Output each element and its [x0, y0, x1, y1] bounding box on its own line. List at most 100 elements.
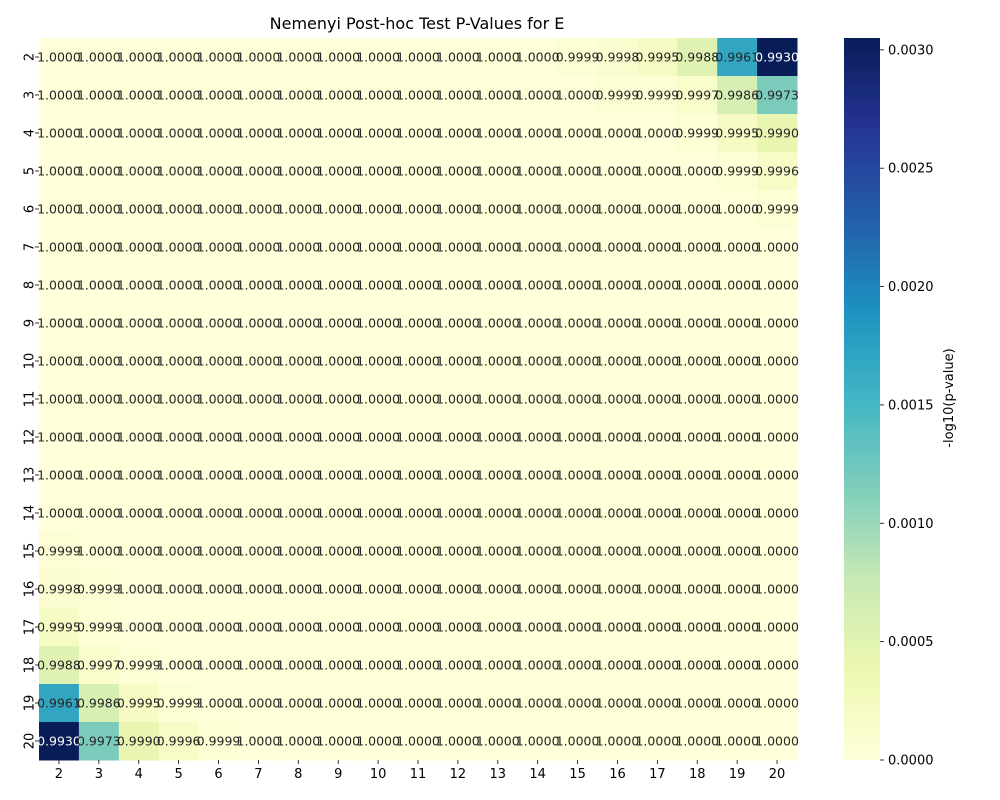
heatmap-cell	[517, 76, 559, 115]
heatmap-cell	[637, 266, 678, 305]
heatmap-cell	[437, 418, 479, 457]
colorbar: 0.0000 0.0005 0.0010 0.0015 0.0020 0.0025 0.00…	[844, 38, 934, 769]
heatmap-cell	[318, 646, 359, 685]
heatmap-cell	[477, 418, 519, 457]
heatmap-cell	[437, 494, 479, 533]
y-tick-label: 10	[23, 353, 38, 370]
heatmap-cell	[637, 722, 678, 761]
heatmap-cell	[398, 646, 439, 685]
heatmap-cell	[39, 380, 80, 419]
heatmap-cell	[717, 608, 758, 647]
heatmap-cell	[158, 380, 200, 419]
heatmap-cell	[677, 152, 718, 191]
cell-value-label: 1.0000	[675, 620, 719, 635]
heatmap-cell	[757, 722, 798, 761]
heatmap-cell	[437, 152, 479, 191]
y-tick-label: 13	[23, 467, 38, 484]
heatmap-cell	[757, 190, 798, 229]
cell-value-label: 1.0000	[117, 202, 161, 217]
heatmap-cell	[198, 608, 239, 647]
heatmap-cell	[557, 722, 599, 761]
heatmap-cell	[278, 114, 319, 153]
cell-value-label: 1.0000	[476, 582, 520, 597]
heatmap-cell	[757, 228, 798, 267]
heatmap-cell	[517, 608, 559, 647]
cell-value-label: 1.0000	[755, 734, 799, 749]
cell-value-label: 1.0000	[715, 354, 759, 369]
heatmap-cell	[238, 684, 279, 723]
heatmap-cell	[597, 76, 638, 115]
cell-value-label: 1.0000	[197, 88, 241, 103]
heatmap-cell	[78, 418, 120, 457]
cell-value-label: 1.0000	[77, 544, 121, 559]
heatmap-cell	[358, 494, 399, 533]
heatmap-cell	[78, 380, 120, 419]
heatmap-cell	[198, 456, 239, 495]
heatmap-cell	[597, 152, 638, 191]
heatmap-cell	[118, 494, 160, 533]
cell-value-label: 1.0000	[117, 544, 161, 559]
x-tick-label: 15	[569, 767, 586, 782]
cell-value-label: 1.0000	[237, 164, 281, 179]
heatmap-cell	[517, 684, 559, 723]
heatmap-cell	[557, 114, 599, 153]
cell-value-label: 1.0000	[596, 506, 640, 521]
heatmap-cell	[358, 380, 399, 419]
heatmap-cell	[358, 76, 399, 115]
cell-value-label: 1.0000	[276, 506, 320, 521]
colorbar-tick-label: 0.0005	[888, 635, 934, 650]
cell-value-label: 1.0000	[436, 202, 480, 217]
heatmap-cell	[238, 304, 279, 343]
heatmap-cell	[557, 532, 599, 571]
cell-value-label: 1.0000	[276, 734, 320, 749]
cell-value-label: 1.0000	[157, 620, 201, 635]
heatmap-cell	[358, 114, 399, 153]
heatmap-cell	[677, 456, 718, 495]
cell-value-label: 1.0000	[157, 126, 201, 141]
cell-value-label: 1.0000	[117, 240, 161, 255]
cell-value-label: 1.0000	[476, 734, 520, 749]
heatmap-cell	[318, 152, 359, 191]
heatmap-cell	[637, 304, 678, 343]
heatmap-cell	[78, 38, 120, 77]
heatmap-cell	[158, 38, 200, 77]
x-tick-label: 7	[254, 767, 262, 782]
heatmap-cell	[757, 570, 798, 609]
cell-value-label: 1.0000	[635, 126, 679, 141]
cell-value-label: 1.0000	[596, 354, 640, 369]
heatmap-cell	[477, 684, 519, 723]
cell-value-label: 1.0000	[596, 658, 640, 673]
colorbar-tick-label: 0.0030	[888, 43, 934, 58]
cell-value-label: 1.0000	[436, 734, 480, 749]
heatmap-cell	[637, 38, 678, 77]
heatmap-cell	[517, 152, 559, 191]
cell-value-label: 1.0000	[77, 392, 121, 407]
heatmap-cell	[198, 570, 239, 609]
heatmap-cell	[238, 532, 279, 571]
heatmap-cell	[637, 76, 678, 115]
cell-value-label: 1.0000	[356, 316, 400, 331]
heatmap-cell	[278, 190, 319, 229]
cell-value-label: 1.0000	[715, 582, 759, 597]
cell-value-label: 1.0000	[316, 240, 360, 255]
y-axis-ticks: 2 3 4 5 6 7 8 9 10 11 12 13 14 15 16 17 18 19 20	[23, 53, 39, 749]
cell-value-label: 1.0000	[117, 582, 161, 597]
heatmap-cell	[278, 684, 319, 723]
cell-value-label: 1.0000	[556, 278, 600, 293]
cell-value-label: 1.0000	[516, 468, 560, 483]
heatmap-cell	[677, 190, 718, 229]
heatmap-cell	[597, 608, 638, 647]
x-tick-label: 18	[689, 767, 706, 782]
x-tick-label: 8	[294, 767, 302, 782]
heatmap-cell	[437, 380, 479, 419]
cell-value-label: 1.0000	[356, 620, 400, 635]
heatmap-cell	[198, 38, 239, 77]
heatmap-cell	[318, 304, 359, 343]
cell-value-label: 1.0000	[356, 164, 400, 179]
cell-value-label: 1.0000	[77, 50, 121, 65]
cell-value-label: 1.0000	[675, 202, 719, 217]
cell-value-label: 1.0000	[197, 316, 241, 331]
cell-value-label: 1.0000	[715, 316, 759, 331]
heatmap-cell	[198, 494, 239, 533]
y-tick-label: 3	[23, 91, 38, 99]
